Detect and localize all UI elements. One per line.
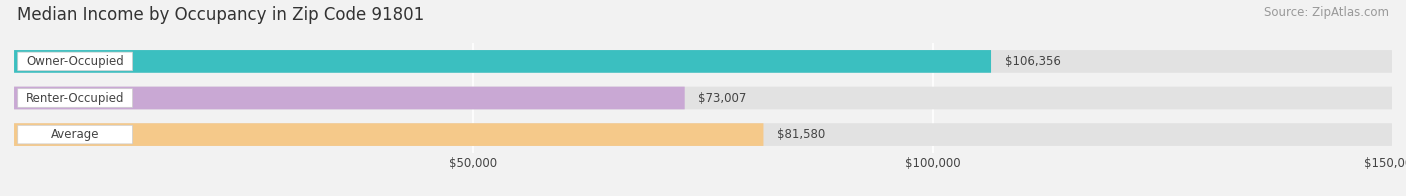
FancyBboxPatch shape bbox=[18, 125, 132, 144]
FancyBboxPatch shape bbox=[14, 123, 763, 146]
FancyBboxPatch shape bbox=[18, 89, 132, 107]
FancyBboxPatch shape bbox=[18, 52, 132, 71]
FancyBboxPatch shape bbox=[14, 50, 991, 73]
FancyBboxPatch shape bbox=[14, 87, 1392, 109]
Text: Renter-Occupied: Renter-Occupied bbox=[25, 92, 124, 104]
FancyBboxPatch shape bbox=[14, 50, 1392, 73]
Text: $81,580: $81,580 bbox=[778, 128, 825, 141]
FancyBboxPatch shape bbox=[14, 123, 1392, 146]
Text: Average: Average bbox=[51, 128, 100, 141]
Text: Owner-Occupied: Owner-Occupied bbox=[27, 55, 124, 68]
Text: $106,356: $106,356 bbox=[1005, 55, 1060, 68]
Text: Source: ZipAtlas.com: Source: ZipAtlas.com bbox=[1264, 6, 1389, 19]
Text: Median Income by Occupancy in Zip Code 91801: Median Income by Occupancy in Zip Code 9… bbox=[17, 6, 425, 24]
Text: $73,007: $73,007 bbox=[699, 92, 747, 104]
FancyBboxPatch shape bbox=[14, 87, 685, 109]
